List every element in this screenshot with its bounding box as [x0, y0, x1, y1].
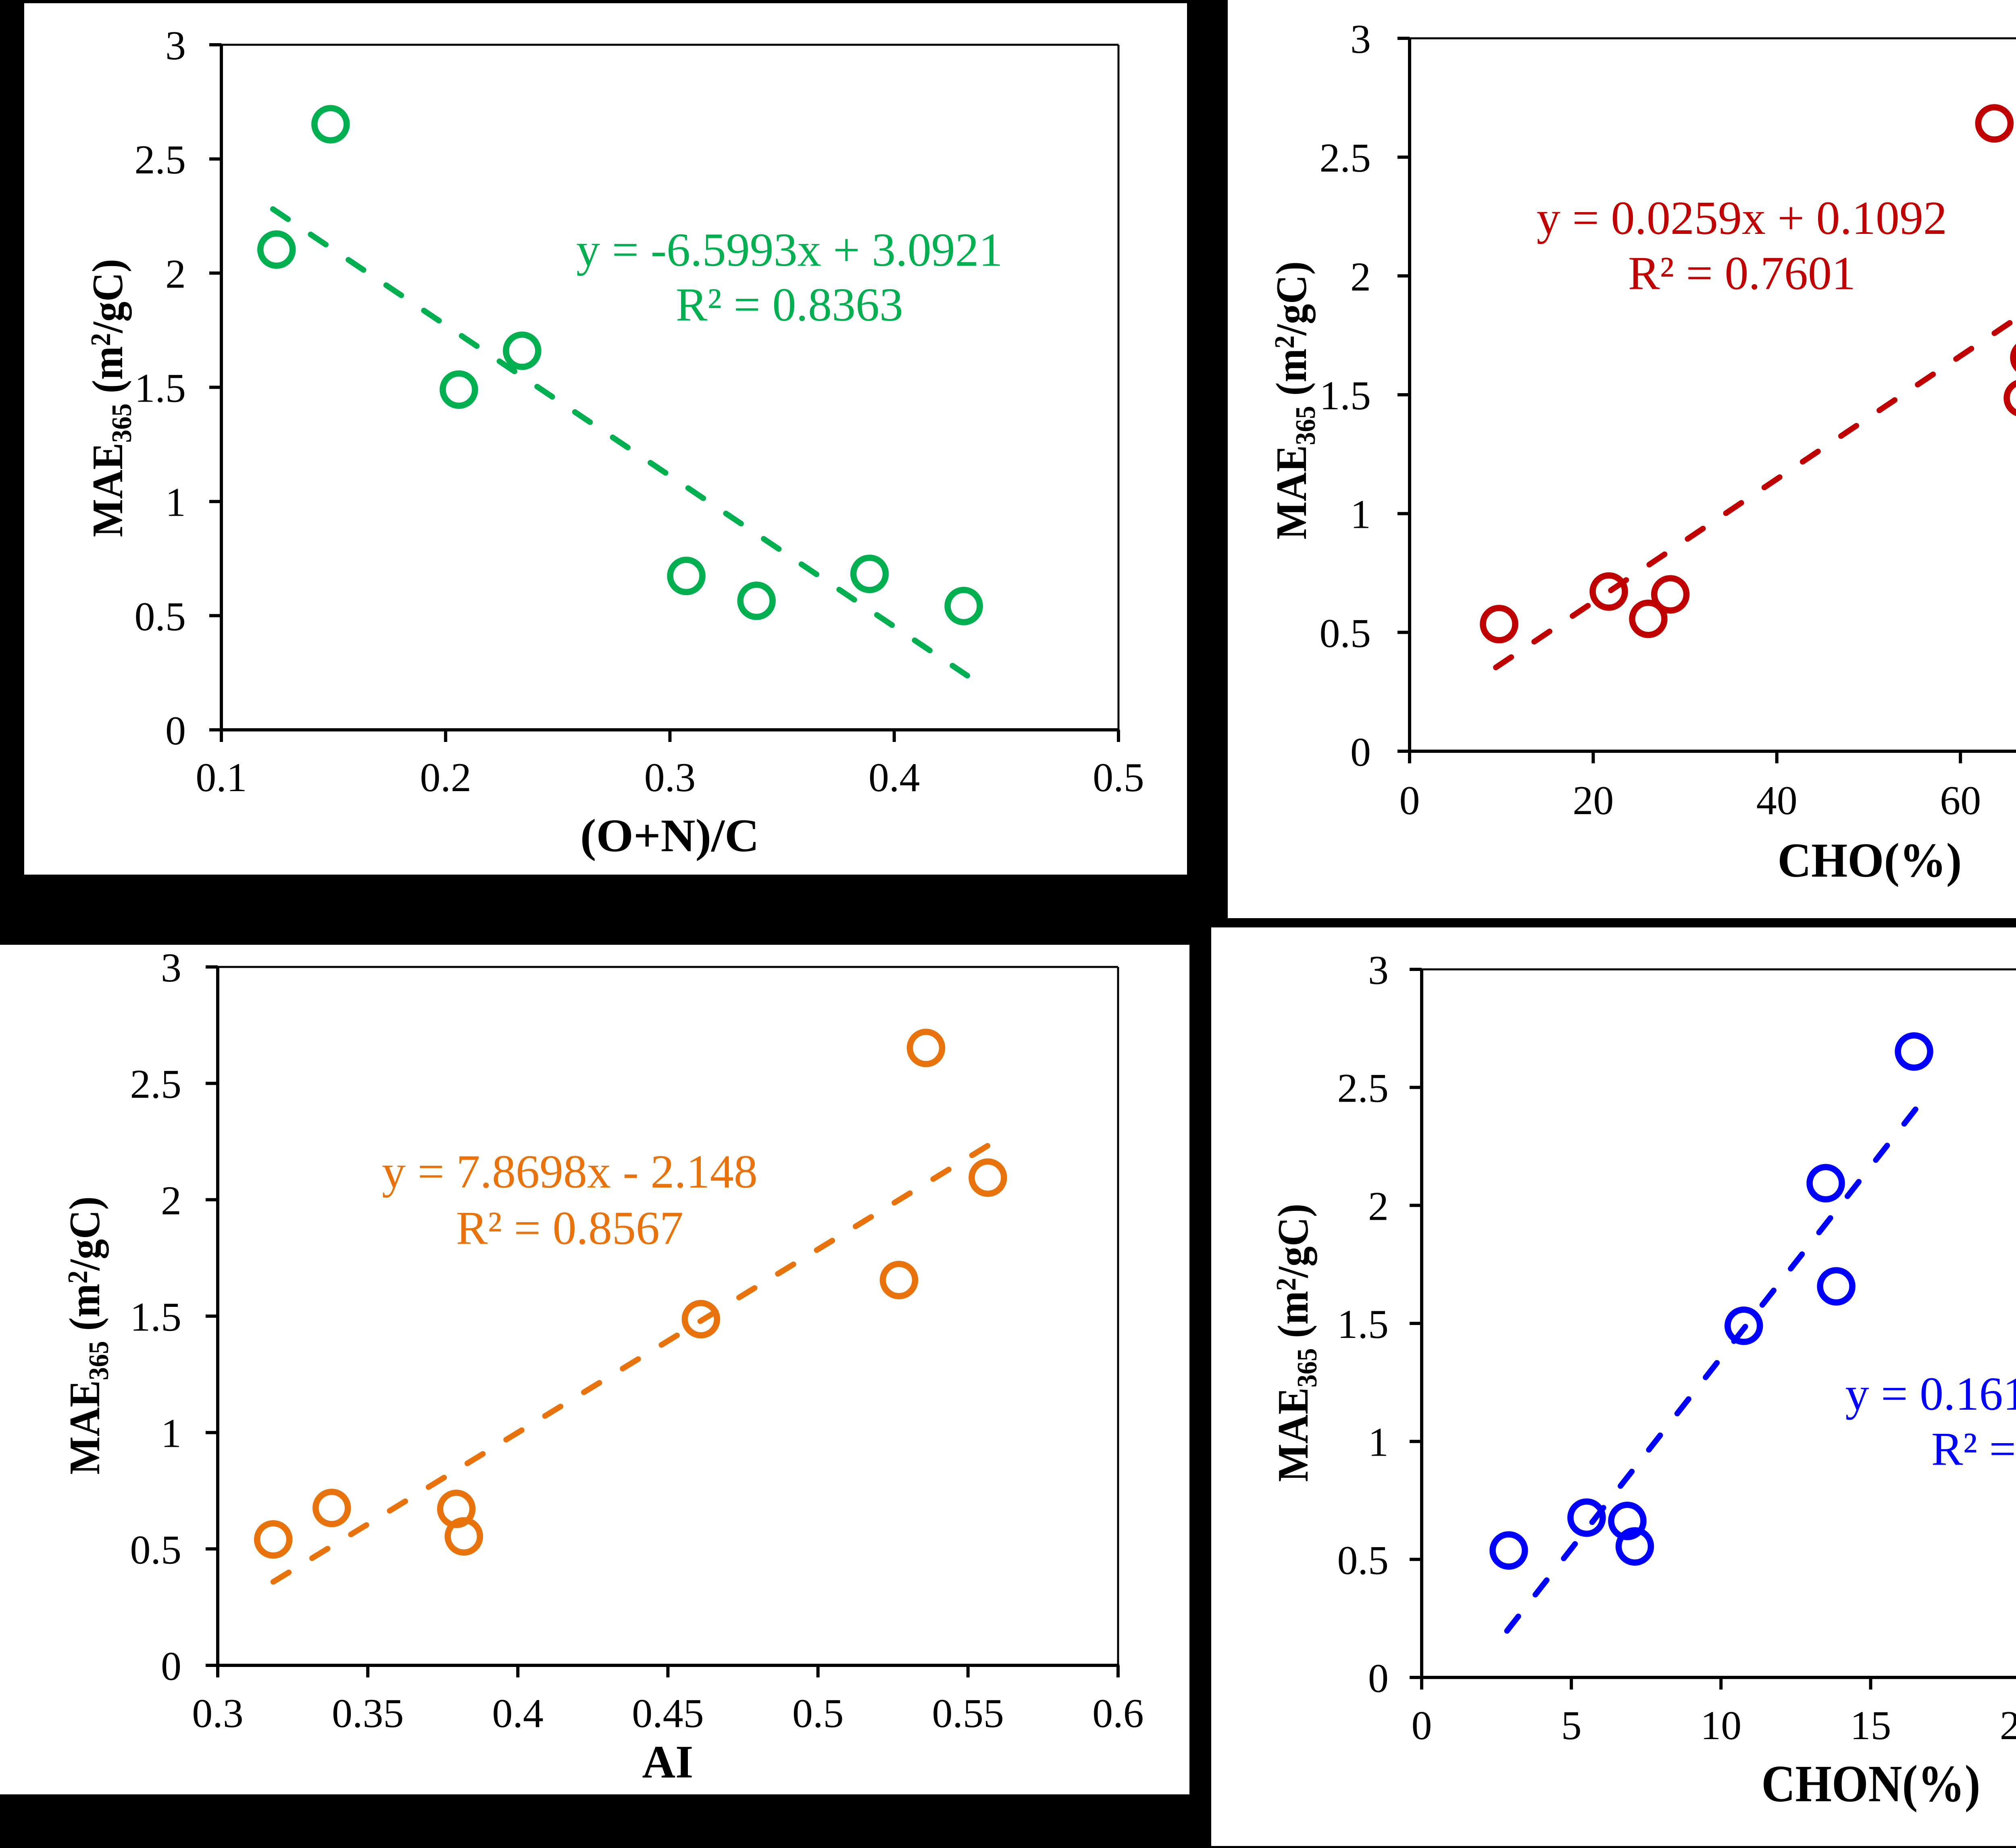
svg-text:1: 1 [1350, 492, 1371, 538]
svg-text:0.3: 0.3 [192, 1691, 244, 1736]
svg-text:0.35: 0.35 [332, 1691, 404, 1736]
svg-text:0.5: 0.5 [135, 594, 186, 640]
svg-text:0.55: 0.55 [932, 1691, 1004, 1736]
svg-text:1.5: 1.5 [1337, 1302, 1389, 1347]
svg-text:2: 2 [161, 1178, 181, 1223]
svg-text:40: 40 [1756, 778, 1797, 823]
svg-text:0.5: 0.5 [130, 1527, 182, 1573]
svg-text:1: 1 [161, 1411, 181, 1456]
svg-text:0.1: 0.1 [196, 755, 247, 800]
svg-text:2.5: 2.5 [130, 1062, 182, 1107]
svg-text:R² = 0.7601: R² = 0.7601 [1628, 247, 1856, 300]
svg-text:15: 15 [1850, 1703, 1891, 1748]
svg-text:2: 2 [1350, 254, 1371, 300]
svg-text:0: 0 [165, 708, 186, 754]
svg-text:0.2: 0.2 [420, 755, 471, 800]
svg-text:2.5: 2.5 [1320, 135, 1371, 181]
svg-text:3: 3 [1350, 17, 1371, 62]
svg-text:0.4: 0.4 [868, 755, 920, 800]
svg-text:20: 20 [2000, 1703, 2016, 1748]
svg-text:MAE365 (m2/gC): MAE365 (m2/gC) [61, 1196, 115, 1475]
svg-text:1: 1 [165, 480, 186, 525]
svg-text:R² = 0.8363: R² = 0.8363 [676, 278, 903, 331]
svg-text:1: 1 [1368, 1420, 1389, 1465]
svg-text:5: 5 [1561, 1703, 1582, 1748]
svg-text:R² = 0.8567: R² = 0.8567 [456, 1202, 683, 1254]
svg-text:MAE365 (m2/gC): MAE365 (m2/gC) [1268, 261, 1321, 540]
svg-text:y = 7.8698x - 2.148: y = 7.8698x - 2.148 [382, 1145, 758, 1198]
svg-text:y = 0.1619x - 0.2641: y = 0.1619x - 0.2641 [1845, 1367, 2016, 1420]
svg-text:2.5: 2.5 [135, 137, 186, 183]
svg-text:2.5: 2.5 [1337, 1066, 1389, 1111]
svg-text:0: 0 [161, 1644, 181, 1689]
svg-text:1.5: 1.5 [1320, 373, 1371, 419]
svg-text:0.45: 0.45 [632, 1691, 704, 1736]
svg-text:1.5: 1.5 [130, 1294, 182, 1340]
svg-text:CHO(%): CHO(%) [1778, 833, 1962, 888]
svg-text:0: 0 [1350, 729, 1371, 775]
svg-text:0.5: 0.5 [1337, 1538, 1389, 1583]
svg-text:3: 3 [1368, 948, 1389, 993]
svg-text:10: 10 [1700, 1703, 1741, 1748]
svg-text:3: 3 [161, 945, 181, 991]
svg-text:0.6: 0.6 [1092, 1691, 1144, 1736]
svg-text:0.5: 0.5 [792, 1691, 844, 1736]
svg-text:y = 0.0259x + 0.1092: y = 0.0259x + 0.1092 [1537, 192, 1947, 244]
svg-text:0: 0 [1368, 1656, 1389, 1701]
svg-text:0.4: 0.4 [492, 1691, 544, 1736]
svg-text:2: 2 [165, 251, 186, 297]
svg-text:60: 60 [1940, 778, 1981, 823]
svg-text:1.5: 1.5 [135, 366, 186, 411]
svg-text:R² = 0.9021: R² = 0.9021 [1931, 1423, 2016, 1475]
svg-text:MAE365 (m2/gC): MAE365 (m2/gC) [84, 259, 137, 537]
svg-text:AI: AI [642, 1736, 694, 1788]
svg-text:(O+N)/C: (O+N)/C [580, 810, 759, 862]
svg-text:2: 2 [1368, 1183, 1389, 1229]
svg-text:y = -6.5993x + 3.0921: y = -6.5993x + 3.0921 [576, 223, 1002, 276]
svg-text:CHON(%): CHON(%) [1762, 1755, 1981, 1813]
svg-text:MAE365 (m2/gC): MAE365 (m2/gC) [1269, 1204, 1323, 1482]
svg-text:20: 20 [1572, 778, 1614, 823]
svg-text:0.5: 0.5 [1093, 755, 1144, 800]
svg-text:0.5: 0.5 [1320, 610, 1371, 656]
svg-text:0.3: 0.3 [644, 755, 696, 800]
svg-text:0: 0 [1400, 778, 1420, 823]
svg-text:0: 0 [1412, 1703, 1432, 1748]
svg-text:3: 3 [165, 23, 186, 69]
